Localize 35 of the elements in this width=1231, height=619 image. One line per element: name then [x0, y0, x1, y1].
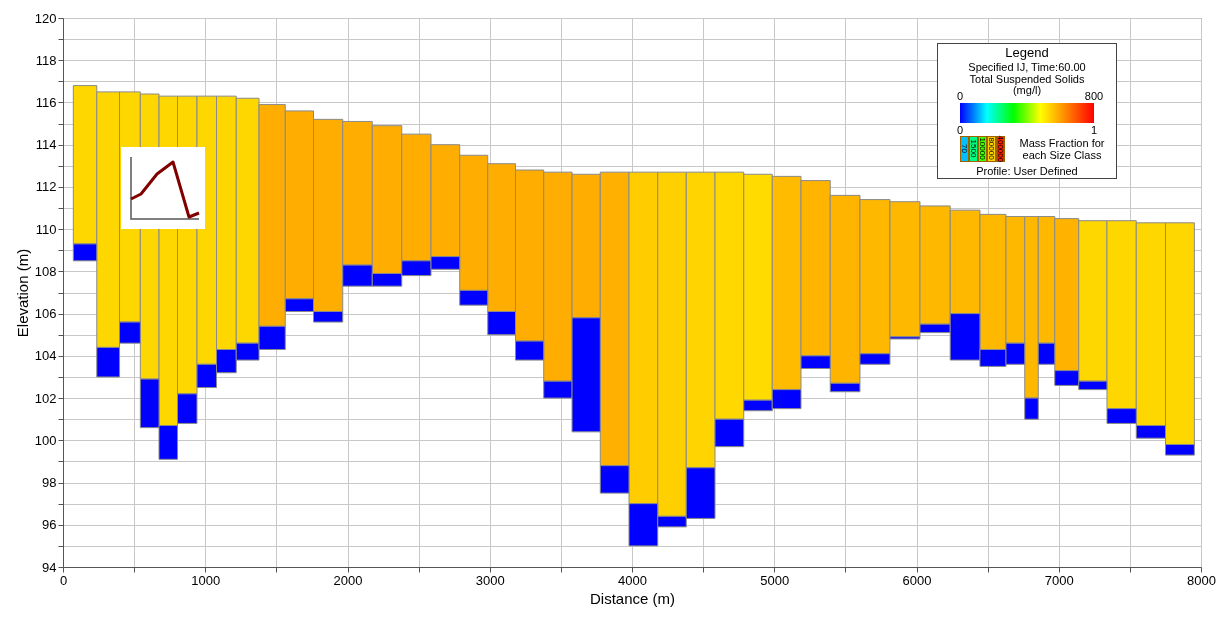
x-tick-label: 2000: [333, 572, 363, 588]
y-tick-label: 104: [34, 348, 57, 364]
x-tick-label: 6000: [902, 572, 932, 588]
x-tick-label: 1000: [191, 572, 221, 588]
annotation: Specified IJ, Time:60.00: [967, 61, 1087, 73]
y-axis-title: Elevation (m): [13, 248, 31, 338]
x-tick-label: 7000: [1044, 572, 1074, 588]
y-tick-label: 106: [34, 306, 57, 322]
y-tick-label: 98: [42, 475, 57, 491]
y-tick-label: 108: [34, 263, 57, 279]
y-tick-label: 118: [35, 52, 57, 68]
y-tick-label: 100: [34, 432, 57, 448]
x-tick-label: 4000: [618, 572, 647, 588]
y-tick-label: 120: [34, 10, 57, 26]
x-tick-label: 0: [59, 572, 68, 588]
annotation: Mass Fraction for each Size Class: [1018, 137, 1106, 161]
x-tick-label: 8000: [1187, 572, 1216, 588]
y-tick-label: 116: [35, 94, 57, 110]
y-tick-label: 102: [34, 390, 57, 406]
annotation: 0: [955, 124, 965, 136]
color-bar-title: Total Suspended Solids: [968, 73, 1086, 85]
y-tick-label: 110: [35, 221, 57, 237]
annotation: 1: [1089, 124, 1099, 136]
x-axis-title: Distance (m): [589, 589, 676, 607]
annotation: (mg/l): [1012, 84, 1042, 96]
x-tick-label: 3000: [475, 572, 505, 588]
y-tick-label: 112: [35, 179, 57, 195]
annotation: 0: [955, 90, 965, 102]
y-tick-label: 94: [42, 559, 57, 575]
annotation: Profile: User Defined: [975, 165, 1079, 177]
annotation: 800: [1083, 90, 1105, 102]
y-tick-label: 96: [42, 517, 57, 533]
y-tick-label: 114: [35, 137, 57, 153]
legend-title: Legend: [1004, 45, 1050, 60]
x-tick-label: 5000: [760, 572, 790, 588]
